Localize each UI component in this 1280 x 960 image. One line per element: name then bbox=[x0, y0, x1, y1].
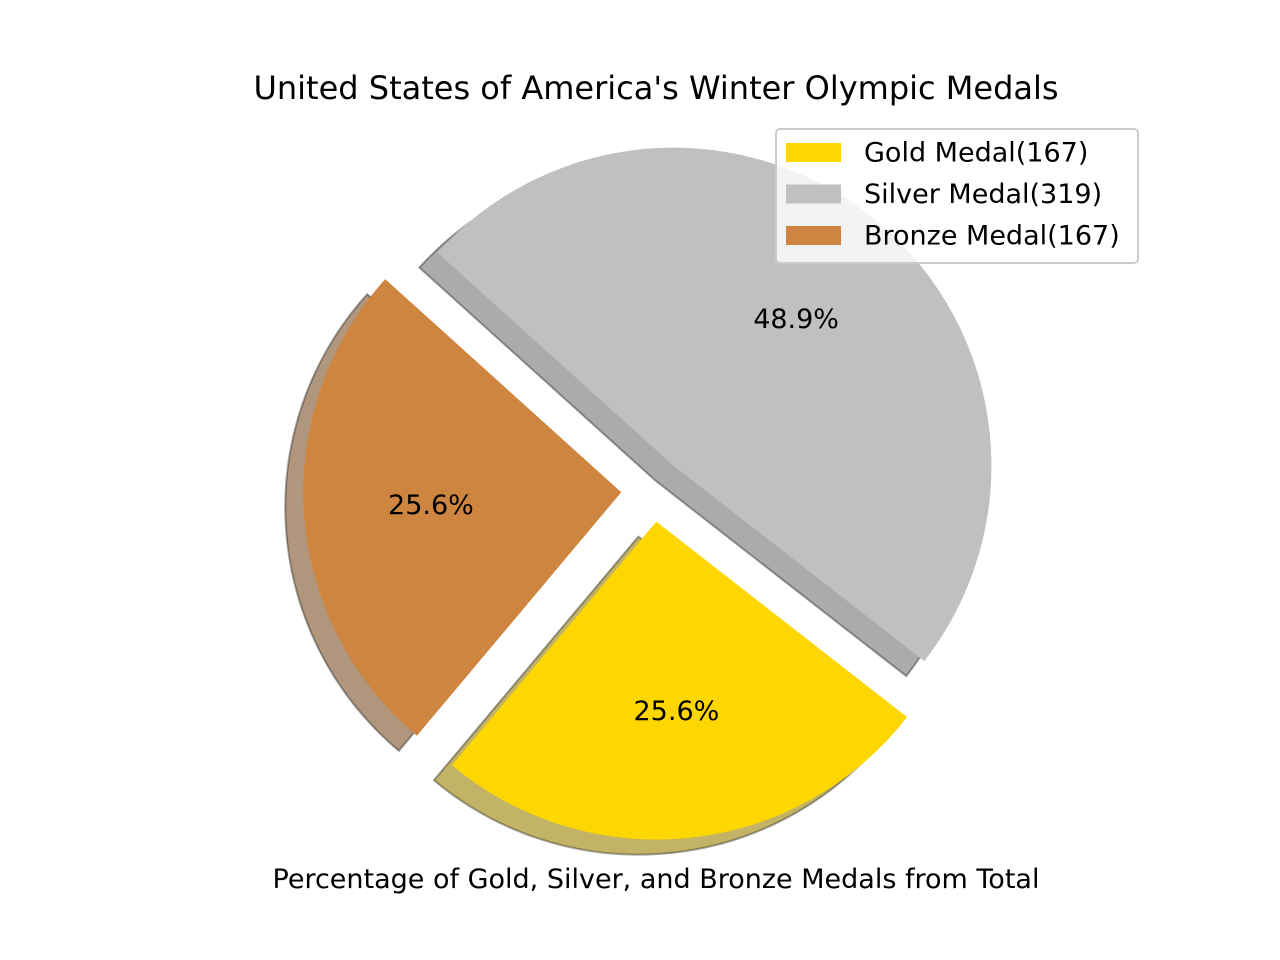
slice-gold-medal bbox=[451, 521, 908, 840]
slice-silver-medal bbox=[437, 147, 992, 662]
legend-swatch-gold-medal bbox=[786, 143, 841, 162]
percent-label-bronze-medal: 25.6% bbox=[388, 490, 474, 521]
legend-swatch-bronze-medal bbox=[786, 226, 841, 245]
legend-swatch-silver-medal bbox=[786, 184, 841, 204]
legend-label-silver-medal: Silver Medal(319) bbox=[864, 179, 1102, 210]
legend-label-bronze-medal: Bronze Medal(167) bbox=[864, 221, 1120, 252]
legend: Gold Medal(167) Silver Medal(319) Bronze M… bbox=[775, 128, 1139, 264]
pie-slices bbox=[303, 147, 992, 840]
chart-title: United States of America's Winter Olympi… bbox=[253, 69, 1058, 107]
percent-label-silver-medal: 48.9% bbox=[753, 304, 839, 335]
percent-labels: 25.6% 48.9% 25.6% bbox=[388, 304, 839, 727]
slice-bronze-medal bbox=[303, 279, 622, 736]
legend-label-gold-medal: Gold Medal(167) bbox=[864, 138, 1088, 169]
legend-frame bbox=[775, 128, 1139, 264]
x-axis-label: Percentage of Gold, Silver, and Bronze M… bbox=[273, 864, 1040, 895]
percent-label-gold-medal: 25.6% bbox=[634, 696, 720, 727]
